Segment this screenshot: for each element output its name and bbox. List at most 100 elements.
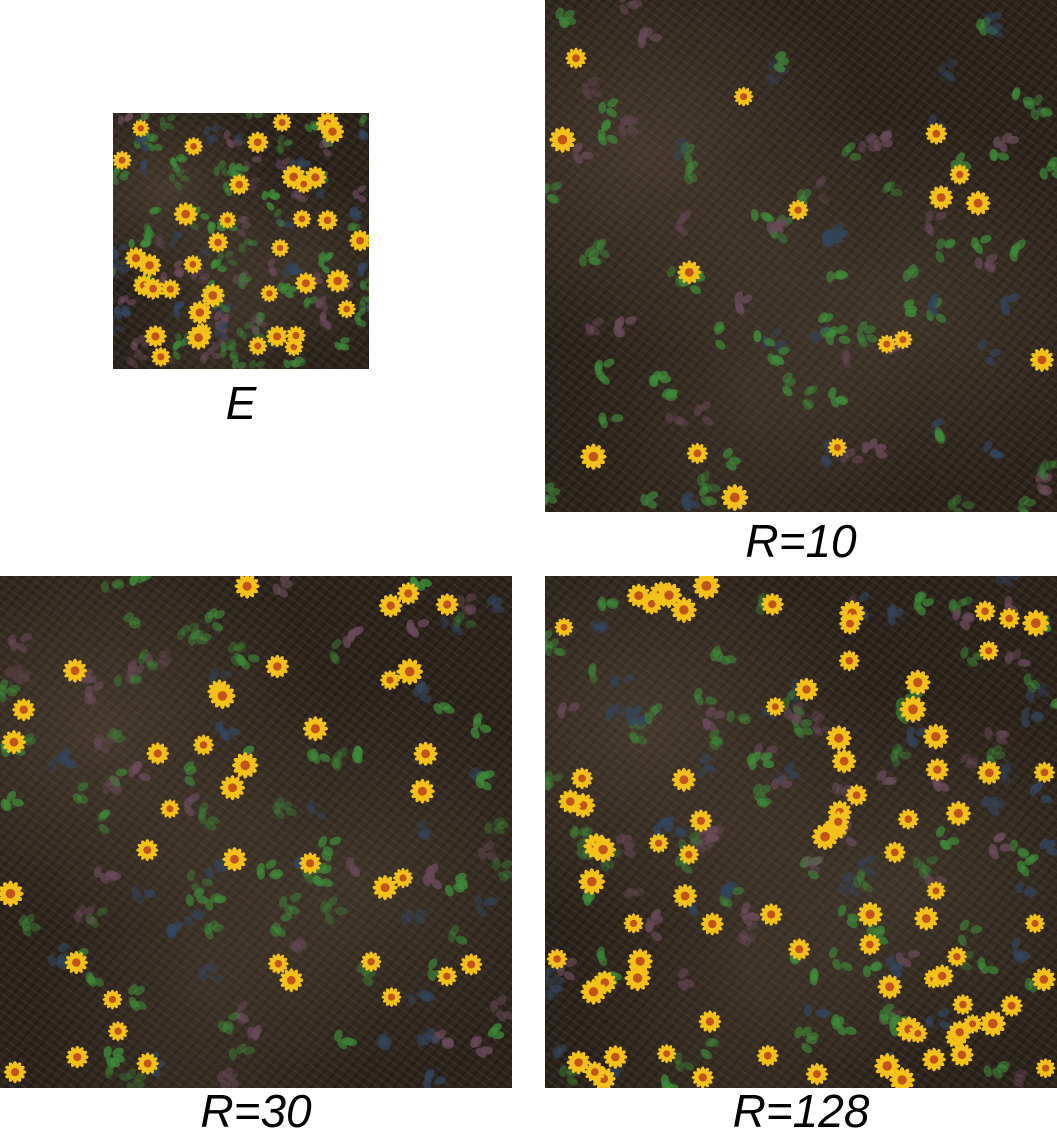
- leaf-cluster: [1039, 155, 1057, 181]
- leaf-cluster: [113, 304, 132, 320]
- yellow-flower: [839, 650, 860, 671]
- leaf-cluster: [358, 113, 369, 127]
- yellow-flower: [693, 576, 720, 600]
- leaf-cluster: [333, 336, 351, 351]
- yellow-flower: [1030, 348, 1054, 372]
- leaf-cluster: [423, 1067, 447, 1088]
- yellow-flower: [922, 1048, 946, 1072]
- leaf-cluster: [595, 596, 619, 613]
- leaf-cluster: [622, 886, 646, 901]
- leaf-cluster: [5, 662, 31, 685]
- leaf-cluster: [885, 603, 905, 627]
- leaf-cluster: [328, 637, 344, 666]
- leaf-cluster: [890, 742, 912, 768]
- leaf-cluster: [804, 1004, 831, 1019]
- leaf-cluster: [923, 209, 948, 237]
- yellow-flower: [929, 185, 953, 209]
- yellow-flower: [832, 749, 856, 773]
- yellow-flower: [565, 48, 586, 69]
- leaf-cluster: [1008, 839, 1030, 861]
- yellow-flower: [966, 191, 991, 216]
- leaf-cluster: [701, 705, 727, 733]
- leaf-cluster: [938, 57, 959, 84]
- leaf-cluster: [707, 727, 724, 752]
- yellow-flower: [136, 839, 158, 861]
- leaf-cluster: [679, 491, 701, 512]
- leaf-cluster: [248, 359, 268, 369]
- leaf-cluster: [448, 923, 469, 947]
- leaf-cluster: [126, 982, 148, 1012]
- yellow-flower: [160, 799, 179, 818]
- leaf-cluster: [204, 891, 228, 912]
- leaf-cluster: [902, 297, 918, 318]
- leaf-cluster: [721, 446, 742, 473]
- leaf-cluster: [1028, 779, 1053, 805]
- leaf-cluster: [827, 386, 850, 409]
- yellow-flower: [396, 658, 423, 685]
- leaf-cluster: [648, 369, 671, 388]
- leaf-cluster: [881, 180, 903, 197]
- leaf-cluster: [643, 701, 664, 725]
- leaf-cluster: [348, 205, 363, 221]
- leaf-cluster: [1019, 707, 1044, 730]
- leaf-cluster: [196, 960, 223, 984]
- leaf-cluster: [416, 1026, 441, 1047]
- leaf-cluster: [985, 727, 1011, 746]
- leaf-cluster: [983, 1060, 1011, 1080]
- leaf-cluster: [855, 319, 879, 349]
- yellow-flower: [977, 761, 1001, 785]
- leaf-cluster: [278, 891, 303, 917]
- leaf-cluster: [282, 356, 304, 369]
- leaf-cluster: [695, 752, 716, 781]
- yellow-flower: [293, 210, 312, 229]
- leaf-cluster: [216, 1011, 241, 1036]
- yellow-flower: [220, 775, 245, 800]
- yellow-flower: [437, 966, 457, 986]
- leaf-cluster: [332, 1028, 357, 1051]
- leaf-cluster: [203, 123, 222, 146]
- leaf-cluster: [673, 1052, 695, 1073]
- yellow-flower: [4, 1061, 26, 1083]
- yellow-flower: [12, 698, 35, 721]
- leaf-cluster: [583, 317, 604, 338]
- leaf-cluster: [1010, 936, 1032, 966]
- leaf-cluster: [993, 131, 1020, 154]
- yellow-flower: [208, 232, 229, 253]
- yellow-flower: [235, 576, 260, 599]
- leaf-cluster: [341, 624, 365, 649]
- leaf-cluster: [598, 412, 624, 429]
- leaf-cluster: [432, 701, 456, 716]
- leaf-cluster: [121, 610, 141, 628]
- leaf-cluster: [102, 1045, 126, 1069]
- yellow-flower: [266, 655, 290, 679]
- leaf-cluster: [203, 918, 225, 941]
- yellow-flower: [649, 833, 669, 853]
- leaf-cluster: [987, 831, 1012, 862]
- yellow-flower: [1036, 1058, 1056, 1078]
- yellow-flower: [382, 987, 402, 1007]
- leaf-cluster: [165, 920, 183, 939]
- yellow-flower: [905, 670, 931, 696]
- leaf-cluster: [733, 290, 754, 317]
- leaf-cluster: [352, 184, 368, 204]
- leaf-cluster: [183, 908, 205, 929]
- leaf-cluster: [998, 761, 1013, 787]
- leaf-cluster: [951, 608, 974, 632]
- yellow-flower: [393, 868, 413, 888]
- leaf-cluster: [813, 174, 830, 206]
- leaf-cluster: [836, 904, 860, 930]
- yellow-flower: [580, 444, 606, 470]
- texture-panel-exemplar: [113, 113, 369, 369]
- leaf-cluster: [809, 967, 820, 986]
- caption-exemplar: E: [113, 380, 369, 426]
- leaf-cluster: [693, 687, 718, 707]
- leaf-cluster: [959, 752, 979, 769]
- caption-r128: R=128: [545, 1088, 1057, 1134]
- leaf-cluster: [229, 1042, 256, 1060]
- yellow-flower: [317, 210, 338, 231]
- leaf-cluster: [358, 129, 369, 141]
- leaf-cluster: [660, 386, 679, 401]
- leaf-cluster: [401, 908, 428, 926]
- yellow-flower: [174, 202, 198, 226]
- yellow-flower: [806, 1063, 828, 1085]
